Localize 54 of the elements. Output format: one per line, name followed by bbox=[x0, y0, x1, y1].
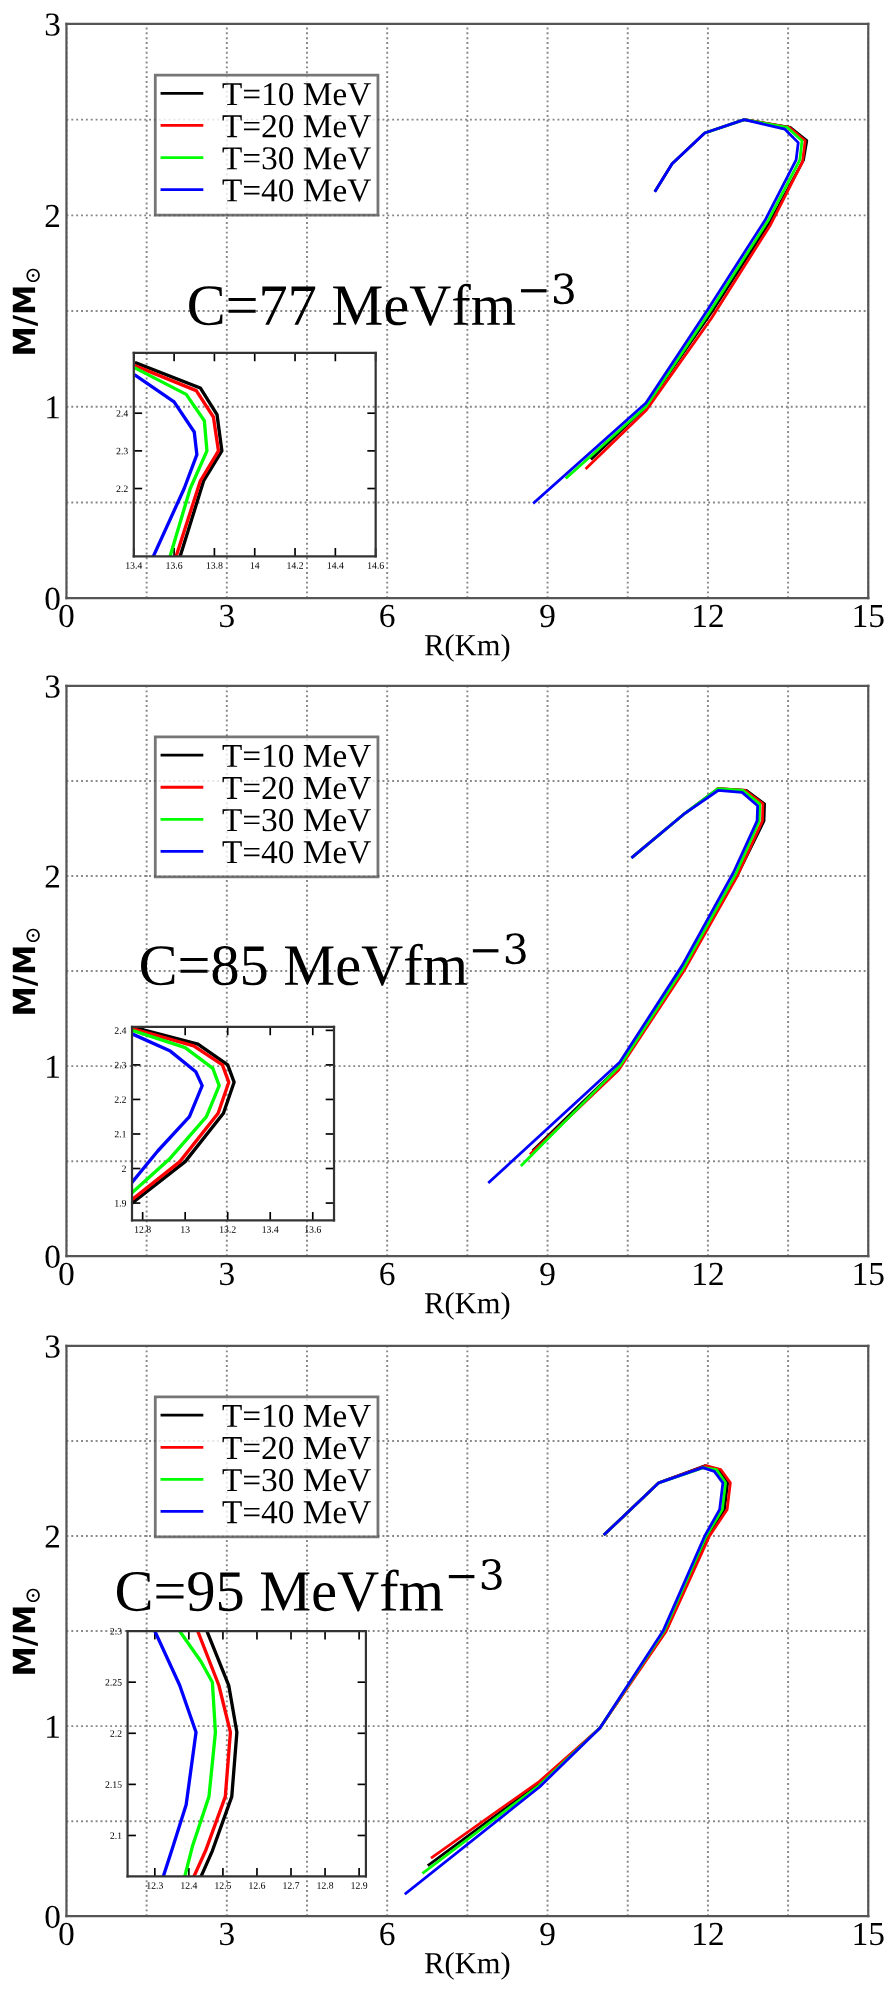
annotation: C=95 MeVfm$^{−3}$ bbox=[116, 1559, 502, 1612]
legend-label: T=20 MeV bbox=[222, 114, 371, 138]
x-tick-label: 12 bbox=[694, 1262, 723, 1285]
x-tick-label: 6 bbox=[380, 604, 395, 628]
y-tick-label: 2 bbox=[45, 204, 60, 227]
legend-label: T=40 MeV bbox=[222, 179, 371, 202]
y-tick-label: 0 bbox=[45, 1905, 60, 1929]
x-tick-label: 6 bbox=[380, 1922, 395, 1946]
y-axis-title: M/M$_{⊙}$ bbox=[12, 1588, 40, 1674]
y-tick-label: 3 bbox=[45, 675, 60, 698]
y-tick-label: 2 bbox=[45, 1525, 60, 1548]
line-series bbox=[199, 1631, 239, 1877]
y-tick-label: 0 bbox=[45, 587, 60, 611]
x-tick-label: 9 bbox=[540, 1262, 555, 1286]
line-series bbox=[153, 1631, 198, 1877]
legend-label: T=20 MeV bbox=[222, 1436, 371, 1460]
x-axis-title: R(Km) bbox=[424, 633, 510, 662]
y-tick-label: 3 bbox=[45, 1335, 60, 1358]
line-series bbox=[132, 1032, 204, 1185]
legend-label: T=30 MeV bbox=[222, 1468, 371, 1492]
annotation: C=77 MeVfm$^{−3}$ bbox=[189, 273, 574, 326]
x-axis-title: R(Km) bbox=[424, 1292, 510, 1320]
y-tick-label: 0 bbox=[45, 1245, 60, 1269]
x-tick-label: 3 bbox=[220, 604, 234, 628]
legend-label: T=10 MeV bbox=[222, 1404, 371, 1428]
x-tick-label: 9 bbox=[540, 604, 555, 628]
y-tick-label: 3 bbox=[45, 13, 60, 36]
line-series bbox=[134, 373, 199, 557]
x-tick-label: 15 bbox=[854, 1262, 884, 1286]
x-tick-label: 3 bbox=[220, 1262, 234, 1286]
x-tick-label: 9 bbox=[540, 1922, 555, 1946]
x-tick-label: 12 bbox=[694, 1922, 723, 1945]
y-tick-label: 1 bbox=[47, 396, 59, 419]
y-tick-label: 1 bbox=[47, 1715, 59, 1738]
legend-label: T=10 MeV bbox=[222, 82, 371, 106]
x-tick-label: 6 bbox=[380, 1262, 395, 1286]
legend-label: T=30 MeV bbox=[222, 147, 371, 170]
x-axis-title: R(Km) bbox=[424, 1952, 510, 1980]
legend-label: T=10 MeV bbox=[222, 744, 371, 768]
x-tick-label: 15 bbox=[854, 604, 884, 628]
annotation: C=85 MeVfm$^{−3}$ bbox=[141, 933, 526, 986]
y-axis-title: M/M$_{⊙}$ bbox=[12, 928, 40, 1014]
y-tick-label: 1 bbox=[47, 1055, 59, 1078]
x-tick-label: 15 bbox=[854, 1922, 884, 1946]
x-tick-label: 12 bbox=[694, 604, 723, 627]
y-tick-label: 2 bbox=[45, 865, 60, 888]
legend-label: T=30 MeV bbox=[222, 808, 371, 832]
legend-label: T=20 MeV bbox=[222, 776, 371, 800]
line-series bbox=[178, 1631, 218, 1877]
y-axis-title: M/M$_{⊙}$ bbox=[12, 268, 40, 354]
legend-label: T=40 MeV bbox=[222, 840, 371, 864]
legend-label: T=40 MeV bbox=[222, 1500, 371, 1524]
line-series bbox=[192, 1631, 233, 1877]
x-tick-label: 3 bbox=[220, 1922, 234, 1946]
